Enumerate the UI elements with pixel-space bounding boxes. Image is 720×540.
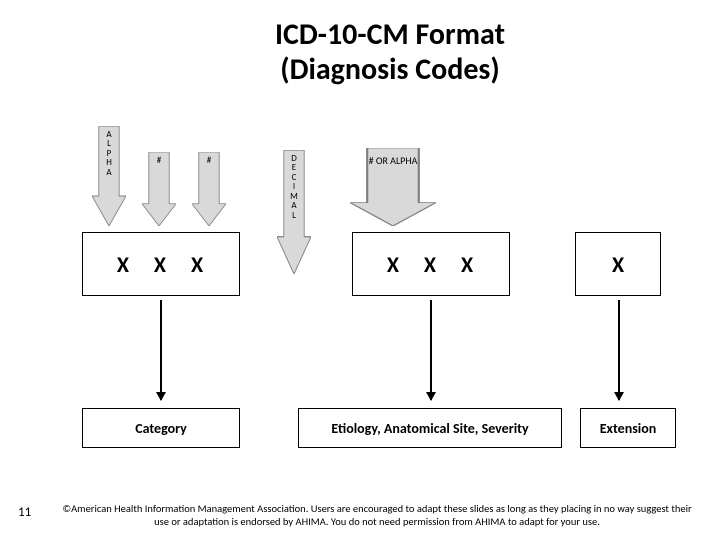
- copyright-text: ©American Health Information Management …: [54, 502, 700, 528]
- label-extension: Extension: [600, 420, 657, 437]
- line-arrow-category: [160, 300, 162, 400]
- code-box-category-text: X X X: [117, 251, 213, 278]
- line-arrow-etiology: [430, 300, 432, 400]
- code-box-extension-text: X: [612, 251, 624, 278]
- label-box-etiology: Etiology, Anatomical Site, Severity: [298, 408, 562, 448]
- arrow-hash-1: #: [142, 152, 176, 226]
- arrow-hash-1-label: #: [142, 156, 176, 165]
- line-arrow-extension: [618, 300, 620, 400]
- arrow-decimal: DECIMAL: [277, 150, 311, 274]
- arrow-alpha: ALPHA: [92, 126, 126, 226]
- label-box-category: Category: [82, 408, 240, 448]
- arrow-hash-2-label: #: [192, 156, 226, 165]
- label-etiology: Etiology, Anatomical Site, Severity: [331, 420, 528, 437]
- label-category: Category: [135, 420, 187, 437]
- label-box-extension: Extension: [580, 408, 676, 448]
- page-number: 11: [18, 505, 31, 520]
- arrow-hash-or-alpha: # OR ALPHA: [350, 148, 436, 226]
- diagram-stage: X X X X X X X Category Etiology, Anatomi…: [0, 0, 720, 540]
- code-box-category: X X X: [82, 232, 240, 296]
- code-box-etiology: X X X: [352, 232, 510, 296]
- arrow-hash-or-alpha-label: # OR ALPHA: [350, 156, 436, 167]
- arrow-alpha-label: ALPHA: [92, 130, 126, 177]
- code-box-extension: X: [575, 232, 661, 296]
- arrow-hash-2: #: [192, 152, 226, 226]
- code-box-etiology-text: X X X: [387, 251, 483, 278]
- arrow-decimal-label: DECIMAL: [277, 154, 311, 220]
